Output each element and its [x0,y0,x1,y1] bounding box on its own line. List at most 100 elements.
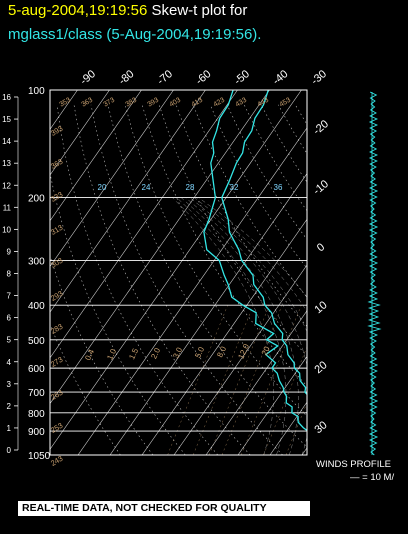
isotherm-line [50,90,238,359]
dry-adiabat-label: 20 [98,183,107,192]
mixing-ratio-label: 5.0 [193,345,206,359]
isotherm-line [50,90,142,222]
theta-label-left: 363 [49,157,64,171]
winds-profile-label: WINDS PROFILE [316,459,391,470]
theta-label-top: 413 [190,97,204,109]
wind-barbs [367,91,382,456]
height-label: 7 [7,292,12,301]
mixing-ratio-label: 2.0 [149,346,162,360]
isotherm-label-top: -30 [309,68,329,87]
dry-adiabat-label: 24 [142,183,151,192]
isotherm-line [173,264,307,455]
isotherm-line [50,90,110,176]
moist-adiabat [172,197,274,455]
pressure-label: 800 [28,409,45,420]
mixing-ratio-label: 1.0 [105,347,118,361]
dry-adiabat [397,105,408,455]
temperature-profile [221,90,307,396]
isotherm-label-right: -10 [311,178,331,197]
height-label: 2 [7,402,12,411]
mixing-ratio-label: 1.5 [127,347,140,361]
dry-adiabat [90,104,283,455]
dry-adiabat [56,104,219,455]
isotherm-label-right: 20 [313,359,330,376]
quality-notice: REAL-TIME DATA, NOT CHECKED FOR QUALITY [18,501,310,516]
theta-label-left: 283 [49,322,64,336]
isotherm-line [77,127,307,455]
dry-adiabat [260,104,307,183]
mixing-ratio-line [192,305,254,455]
pressure-label: 600 [28,364,45,375]
isotherm-line [50,90,78,130]
isotherm-line [50,90,302,450]
pressure-label: 900 [28,427,45,438]
isotherm-label-top: -70 [155,68,175,87]
theta-label-top: 403 [168,97,182,109]
theta-label-top: 363 [80,97,94,109]
pressure-label: 100 [28,86,45,97]
height-label: 15 [2,115,11,124]
plot-area [50,90,408,455]
isotherm-line [50,90,174,267]
pressure-label: 400 [28,301,45,312]
height-label: 12 [2,181,11,190]
mixing-ratio-line [334,305,394,455]
theta-label-left: 393 [49,124,64,138]
title-label: Skew-t plot for [151,2,248,19]
isotherm-line [141,218,307,455]
dry-adiabat [380,105,408,455]
theta-label-left: 303 [49,256,64,270]
isotherm-label-top: -50 [232,68,252,87]
dry-adiabat [50,171,186,455]
isotherm-line [205,310,307,455]
moist-adiabat [185,197,307,455]
theta-label-left: 273 [49,355,64,369]
dry-adiabat [329,105,408,455]
theta-label-top: 353 [58,97,72,109]
dewpoint-profile [203,90,307,432]
theta-label-top: 383 [124,97,138,109]
isotherm-line [398,90,408,455]
theta-label-left: 253 [49,421,64,435]
height-label: 14 [2,137,11,146]
dry-adiabat [312,105,408,455]
theta-label-left: 293 [49,289,64,303]
isotherm-label-right: 0 [315,241,327,254]
pressure-label: 300 [28,257,45,268]
dry-adiabat [243,104,307,212]
isotherm-line [50,90,206,313]
height-label: 10 [2,225,11,234]
isotherm-label-right: 30 [313,419,330,436]
pressure-label: 1050 [28,451,51,462]
mixing-ratio-label: 8.0 [215,345,228,359]
theta-label-top: 423 [212,97,226,109]
height-label: 8 [7,270,12,279]
mixing-ratio-label: 12.0 [236,342,251,360]
dry-adiabat [295,104,307,126]
title-date: 5-aug-2004,19:19:56 [8,2,148,19]
dry-adiabat [73,104,251,455]
isotherm-line [109,173,307,455]
isotherm-label-right: 10 [313,299,330,316]
height-label: 9 [7,247,12,256]
mixing-ratio-label: 3.0 [171,346,184,360]
height-label: 0 [7,446,12,455]
theta-label-top: 373 [102,97,116,109]
isotherm-label-top: -60 [194,68,214,87]
mixing-ratio-line [240,305,302,455]
height-label: 11 [3,203,12,212]
dry-adiabat-label: 32 [230,183,239,192]
mixing-ratio-label: 20 [260,345,272,357]
chart-title-line2: mglass1/class (5-Aug-2004,19:19:56). [8,26,262,43]
theta-label-top: 433 [234,97,248,109]
mixing-ratio-line [208,305,270,455]
isotherm-label-top: -40 [271,68,291,87]
dry-adiabat [107,104,307,448]
isotherm-line [301,447,307,455]
winds-scale-label: — = 10 M/ [350,472,395,483]
pressure-label: 200 [28,194,45,205]
height-label: 6 [7,314,12,323]
theta-label-top: 443 [256,97,270,109]
pressure-label: 500 [28,336,45,347]
dry-adiabat [141,104,307,387]
